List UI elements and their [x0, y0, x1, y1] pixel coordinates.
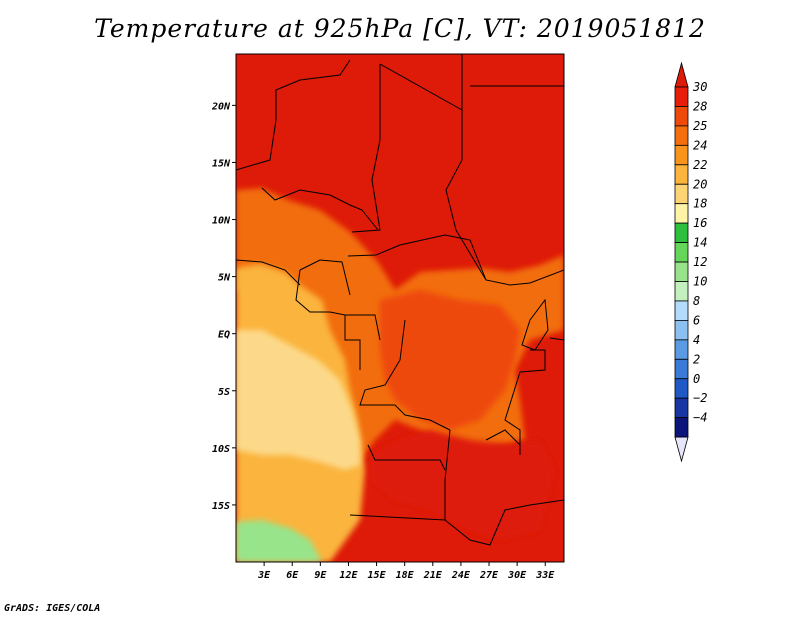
colorbar-segment [674, 164, 689, 185]
map-frame [235, 53, 565, 563]
colorbar-segment [674, 203, 689, 224]
colorbar-segment [674, 319, 689, 341]
x-tick-label: 15E [368, 570, 387, 581]
colorbar-segment [674, 86, 689, 107]
x-tick-label: 33E [535, 570, 555, 581]
colorbar-segment [674, 222, 689, 243]
y-tick-label: 20N [211, 101, 231, 112]
y-tick-label: 10S [212, 444, 230, 455]
colorbar-segment [674, 339, 689, 360]
x-tick-label: 6E [286, 570, 299, 581]
chart-title: Temperature at 925hPa [C], VT: 201905181… [94, 14, 706, 43]
y-tick-label: 15N [212, 158, 231, 169]
colorbar-segment [674, 261, 689, 282]
colorbar-label: 16 [693, 216, 707, 230]
x-tick-label: 30E [507, 570, 527, 581]
colorbar-label: 28 [693, 99, 707, 113]
colorbar-segment [674, 358, 689, 380]
colorbar-label: −4 [693, 411, 707, 425]
country-borders [236, 54, 564, 546]
colorbar-over-triangle [674, 61, 689, 88]
y-tick-label: 10N [212, 216, 231, 227]
colorbar-label: 2 [693, 352, 700, 366]
x-tick-label: 24E [451, 570, 471, 581]
colorbar-label: 25 [693, 119, 707, 133]
colorbar-label: 0 [693, 372, 700, 386]
colorbar-label: 24 [693, 138, 707, 152]
y-axis: 20N 15N 10N 5N EQ 5S 10S 15S [211, 101, 236, 512]
colorbar-segment [674, 183, 689, 205]
colorbar-segment [674, 397, 689, 419]
colorbar-segment [674, 106, 689, 127]
x-axis: 3E 6E 9E 12E 15E 18E 21E 24E 27E 30E 33E [257, 562, 555, 581]
region-southern-savanna [370, 430, 555, 540]
region-southeast-atlantic [236, 330, 360, 470]
region-congo-basin [380, 290, 520, 430]
y-tick-label: 15S [212, 501, 230, 512]
x-tick-label: 21E [423, 570, 443, 581]
colorbar-label: 6 [693, 313, 700, 327]
temperature-field [236, 54, 564, 562]
colorbar-label: 14 [693, 236, 707, 250]
colorbar-segment [674, 300, 689, 321]
colorbar-segment [674, 417, 689, 438]
region-angola-cool-coast [236, 520, 322, 562]
colorbar-label: −2 [693, 391, 707, 405]
y-tick-label: EQ [218, 330, 230, 341]
x-tick-label: 9E [314, 570, 327, 581]
colorbar-label: 10 [693, 275, 707, 289]
colorbar-segment [674, 281, 689, 302]
colorbar-segment [674, 242, 689, 263]
colorbar-segment [674, 144, 689, 166]
colorbar-label: 30 [692, 80, 707, 94]
x-tick-label: 12E [339, 570, 358, 581]
colorbar-segment [674, 378, 689, 399]
x-tick-label: 3E [257, 570, 271, 581]
colorbar-label: 12 [693, 255, 707, 269]
y-tick-label: 5S [218, 387, 230, 398]
colorbar-label: 20 [693, 177, 707, 191]
x-tick-label: 18E [396, 570, 415, 581]
colorbar-label: 4 [693, 333, 700, 347]
colorbar-label: 18 [693, 197, 707, 211]
colorbar-under-triangle [674, 436, 689, 463]
x-tick-label: 27E [479, 570, 499, 581]
colorbar-label: 22 [693, 158, 707, 172]
y-tick-label: 5N [218, 273, 231, 284]
grads-credit: GrADS: IGES/COLA [4, 603, 101, 614]
colorbar-label: 8 [693, 294, 700, 308]
colorbar-segment [674, 125, 689, 146]
